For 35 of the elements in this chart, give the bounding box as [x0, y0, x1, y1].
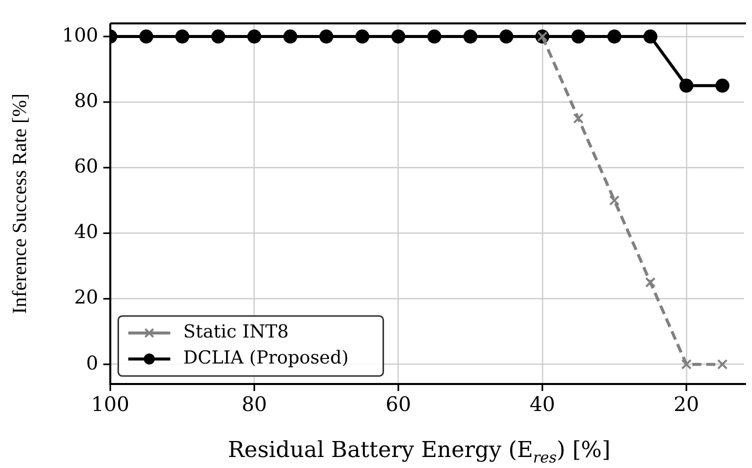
y-tick-label: 80: [74, 90, 98, 112]
point: [571, 30, 586, 44]
x-tick-label: 20: [674, 392, 700, 416]
point: [319, 30, 334, 44]
x-tick-label: 60: [386, 392, 412, 416]
y-axis-title: Inference Success Rate [%]: [9, 93, 31, 314]
point: [645, 277, 656, 288]
point: [715, 78, 730, 93]
y-tick-label: 100: [62, 24, 98, 46]
point: [283, 30, 298, 44]
x-tick-label: 100: [91, 392, 130, 416]
point: [211, 30, 226, 44]
legend-label: Static INT8: [183, 322, 289, 343]
legend-label: DCLIA (Proposed): [183, 348, 349, 369]
x-tick-label: 40: [530, 392, 556, 416]
point: [609, 195, 620, 206]
point: [607, 30, 622, 44]
point: [681, 359, 692, 370]
y-tick-label: 40: [74, 221, 98, 244]
x-tick-label: 80: [242, 392, 268, 416]
y-tick-label: 60: [74, 156, 98, 178]
point: [427, 30, 442, 44]
point: [643, 30, 658, 44]
point: [717, 359, 728, 370]
point: [391, 30, 406, 44]
point: [139, 30, 154, 44]
y-tick-label: 20: [74, 286, 98, 309]
point: [355, 30, 370, 44]
point: [573, 113, 584, 124]
point: [499, 30, 514, 44]
point: [175, 30, 190, 44]
point: [679, 78, 694, 93]
y-tick-label: 0: [86, 352, 98, 374]
point: [463, 30, 478, 44]
point: [247, 30, 262, 44]
